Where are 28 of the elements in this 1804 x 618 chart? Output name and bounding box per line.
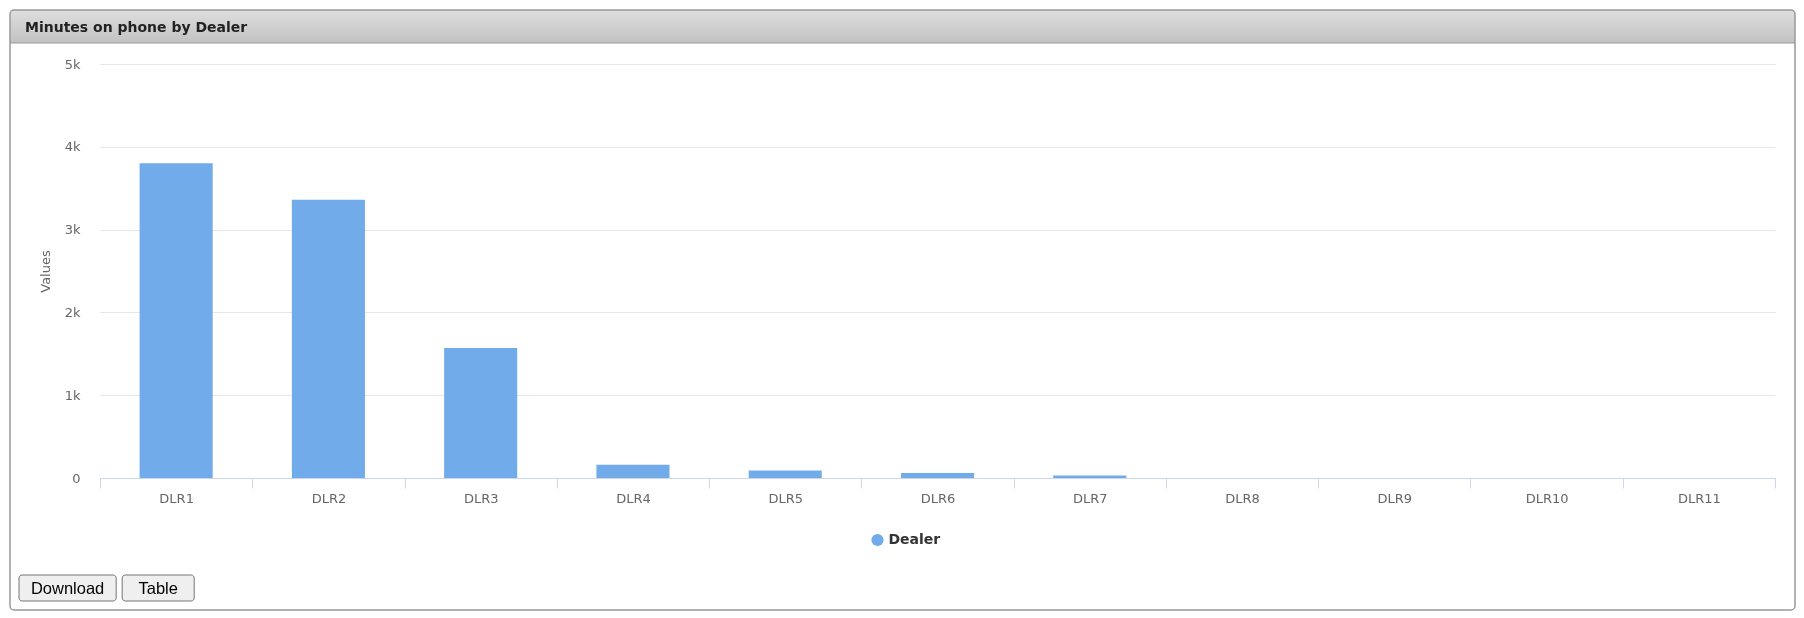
x-tick-label: DLR5 <box>768 490 804 506</box>
x-tick-label: DLR1 <box>159 490 194 506</box>
x-tick-label: DLR10 <box>1525 490 1569 506</box>
y-tick-label: 4k <box>64 139 81 155</box>
y-tick-label: 1k <box>64 387 81 403</box>
x-tick-label: DLR9 <box>1377 490 1413 506</box>
y-tick-label: 3k <box>64 222 81 238</box>
x-tick-label: DLR3 <box>463 490 499 506</box>
y-tick-label: 2k <box>64 304 81 320</box>
bar <box>444 348 518 478</box>
bar <box>748 470 822 478</box>
x-tick-label: DLR8 <box>1225 490 1260 506</box>
x-tick-label: DLR11 <box>1677 490 1721 506</box>
x-tick-label: DLR7 <box>1072 490 1108 506</box>
x-tick-label: DLR4 <box>616 490 651 506</box>
text: Download <box>30 578 105 597</box>
bar <box>139 163 213 478</box>
text: Table <box>138 578 178 597</box>
y-tick-label: 0 <box>72 470 81 486</box>
bar <box>596 464 670 478</box>
x-tick-label: DLR2 <box>311 490 347 506</box>
legend-label: Dealer <box>888 531 941 547</box>
bar <box>900 473 975 478</box>
y-axis-title: Values <box>37 250 53 293</box>
chart-title: Minutes on phone by Dealer <box>25 19 248 36</box>
x-tick-label: DLR6 <box>920 490 956 506</box>
y-tick-label: 5k <box>64 56 81 72</box>
bar <box>291 199 365 478</box>
